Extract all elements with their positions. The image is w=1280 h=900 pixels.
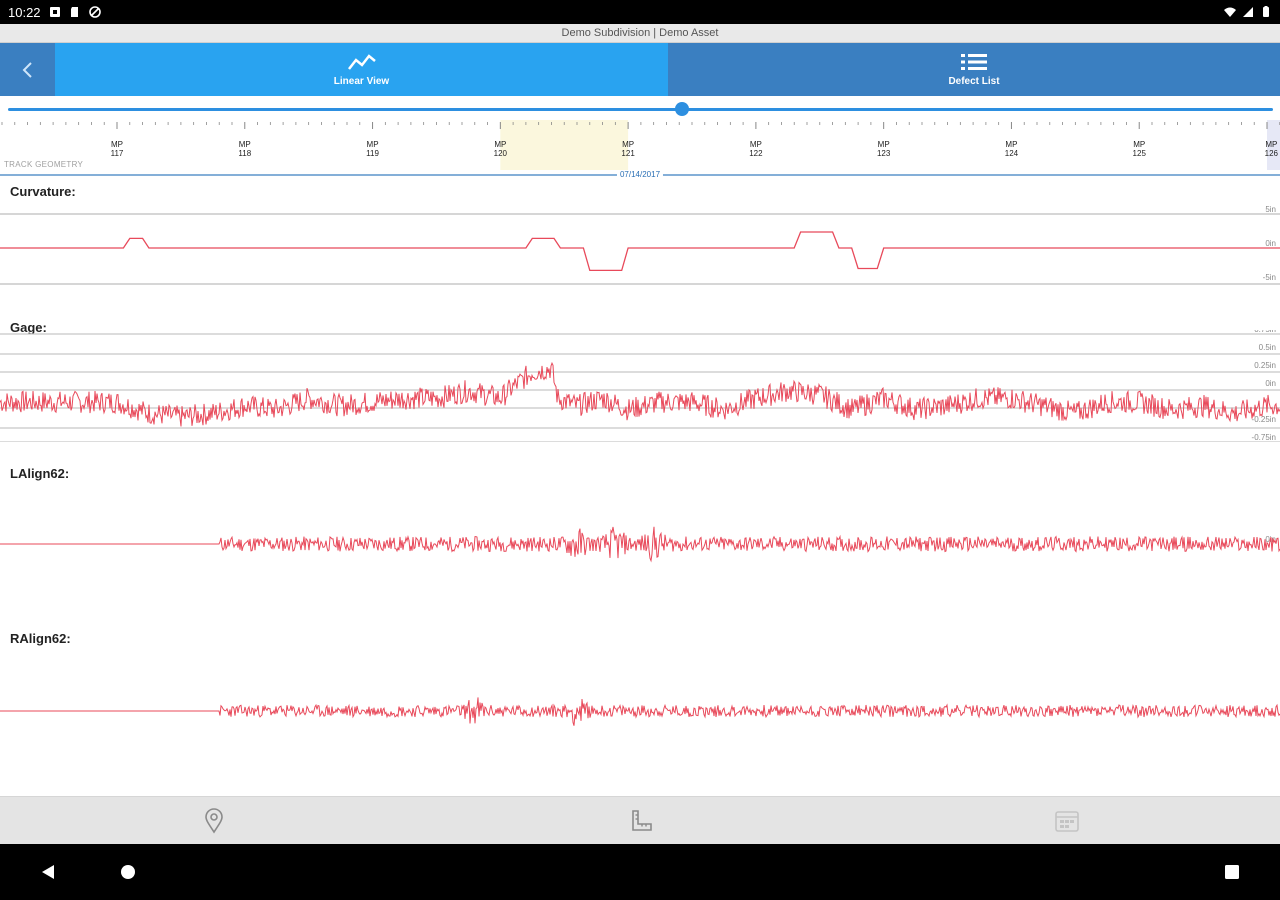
milepost-label: MP 119 [366, 140, 379, 158]
track-geometry-label: TRACK GEOMETRY [4, 160, 84, 169]
axis-label: 0in [1265, 239, 1276, 248]
ralign62-plot [0, 697, 1280, 726]
lalign62-chart[interactable]: LAlign62: 0in [0, 462, 1280, 602]
notification-square-icon [49, 7, 60, 17]
milepost-label: MP 122 [749, 140, 763, 158]
bottom-toolbar [0, 796, 1280, 844]
calendar-icon [1055, 811, 1079, 832]
highlight-range-band [500, 120, 629, 170]
survey-date: 07/14/2017 [616, 170, 664, 179]
calendar-button[interactable] [1053, 807, 1081, 835]
slider-track [8, 108, 1273, 111]
edge-band [1267, 120, 1280, 170]
series-line [0, 526, 1280, 563]
axis-label: 0.5in [1259, 343, 1276, 352]
blocked-icon [88, 6, 101, 18]
ruler-corner-icon [632, 810, 652, 831]
android-status-bar: 10:22 [0, 0, 1280, 24]
measure-button[interactable] [627, 807, 655, 835]
series-line [0, 231, 1280, 272]
gage-chart-title: Gage: [10, 320, 47, 335]
curvature-chart-title: Curvature: [10, 184, 76, 199]
position-slider[interactable] [8, 102, 1273, 116]
milepost-label: MP 123 [876, 140, 891, 158]
slider-thumb[interactable] [675, 102, 690, 116]
axis-label: 0.25in [1254, 361, 1276, 370]
ruler-ticks [0, 120, 1280, 176]
axis-label: 5in [1265, 206, 1276, 214]
milepost-label: MP 121 [621, 140, 635, 158]
curvature-chart[interactable]: Curvature: 5in 0in -5in [0, 180, 1280, 300]
lalign62-plot: 0in [0, 526, 1280, 563]
android-navigation-bar [0, 844, 1280, 900]
series-line [0, 361, 1280, 427]
signal-icon [1243, 7, 1253, 17]
chevron-left-icon [22, 61, 32, 78]
line-chart-icon [347, 54, 376, 70]
ralign62-chart[interactable]: RAlign62: [0, 627, 1280, 777]
back-button[interactable] [0, 43, 55, 96]
tab-linear-view[interactable]: Linear View [55, 43, 668, 96]
axis-label: -5in [1263, 273, 1276, 282]
milepost-label: MP 120 [493, 140, 508, 158]
nav-home-icon[interactable] [118, 862, 138, 882]
series-line [0, 697, 1280, 726]
gage-chart[interactable]: Gage: 0.75in 0.5in 0.25in 0in -0.25in -0.75in [0, 316, 1280, 450]
gage-plot: 0.75in 0.5in 0.25in 0in -0.25in -0.75in [0, 330, 1280, 442]
map-pin-icon [205, 808, 223, 834]
top-navigation: Linear View Defect List [0, 43, 1280, 96]
axis-label: -0.25in [1252, 415, 1276, 424]
tab-defect-list-label: Defect List [948, 76, 1000, 87]
window-title: Demo Subdivision | Demo Asset [0, 24, 1280, 43]
milepost-label: MP 118 [238, 140, 252, 158]
lalign62-chart-title: LAlign62: [10, 466, 70, 481]
nav-back-icon[interactable] [38, 862, 58, 882]
tab-linear-view-label: Linear View [333, 76, 390, 87]
battery-icon [1263, 6, 1269, 17]
milepost-label: MP 117 [110, 140, 124, 158]
list-icon [961, 54, 987, 70]
sd-card-icon [70, 7, 78, 17]
curvature-plot: 5in 0in -5in [0, 206, 1280, 285]
milepost-label: MP 126 [1264, 140, 1278, 158]
nav-recents-icon[interactable] [1222, 862, 1242, 882]
wifi-icon [1224, 7, 1236, 17]
milepost-ruler[interactable]: TRACK GEOMETRY 07/14/2017 MP 117 MP 118 MP… [0, 116, 1280, 179]
tab-defect-list[interactable]: Defect List [668, 43, 1280, 96]
milepost-label: MP 125 [1132, 140, 1146, 158]
milepost-label: MP 124 [1004, 140, 1019, 158]
axis-label: 0.75in [1254, 330, 1276, 334]
ralign62-chart-title: RAlign62: [10, 631, 71, 646]
axis-label: -0.75in [1252, 433, 1276, 442]
status-time: 10:22 [8, 4, 41, 20]
location-button[interactable] [200, 807, 228, 835]
axis-label: 0in [1265, 379, 1276, 388]
